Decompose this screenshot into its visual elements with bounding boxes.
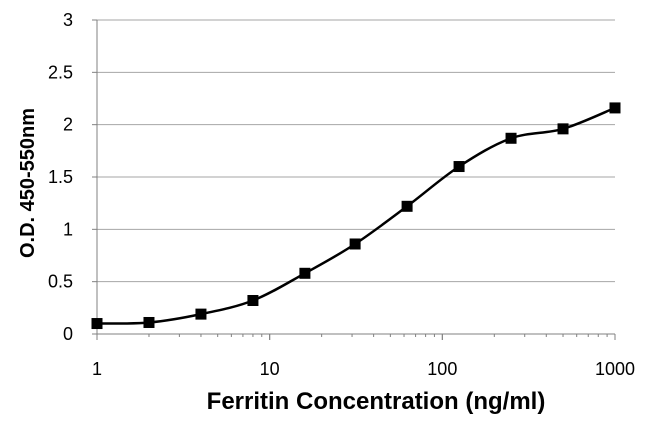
data-point xyxy=(195,308,207,320)
y-tick-labels: 0 0.5 1 1.5 2 2.5 3 xyxy=(48,10,73,344)
data-point xyxy=(609,102,621,114)
y-tick-label: 2 xyxy=(63,115,73,135)
data-point xyxy=(453,161,465,173)
data-point xyxy=(143,316,155,328)
x-tick-label: 10 xyxy=(260,359,280,379)
data-point xyxy=(557,123,569,135)
data-point xyxy=(401,200,413,212)
axes xyxy=(92,19,616,340)
data-point xyxy=(349,238,361,250)
y-tick-label: 0.5 xyxy=(48,272,73,292)
y-axis-label: O.D. 450-550nm xyxy=(17,108,39,258)
series-line xyxy=(96,106,616,325)
data-point xyxy=(247,295,259,307)
grid-lines xyxy=(97,19,615,283)
x-tick-label: 1 xyxy=(92,359,102,379)
x-tick-label: 1000 xyxy=(595,359,635,379)
data-point xyxy=(505,132,517,144)
y-tick-label: 1.5 xyxy=(48,167,73,187)
x-tick-labels: 1 10 100 1000 xyxy=(92,359,635,379)
x-axis-label: Ferritin Concentration (ng/ml) xyxy=(207,388,546,415)
y-tick-label: 0 xyxy=(63,324,73,344)
y-tick-label: 2.5 xyxy=(48,62,73,82)
data-points xyxy=(91,102,621,330)
y-tick-label: 3 xyxy=(63,10,73,30)
y-tick-label: 1 xyxy=(63,219,73,239)
data-point xyxy=(91,318,103,330)
x-tick-label: 100 xyxy=(427,359,457,379)
data-point xyxy=(299,267,311,279)
